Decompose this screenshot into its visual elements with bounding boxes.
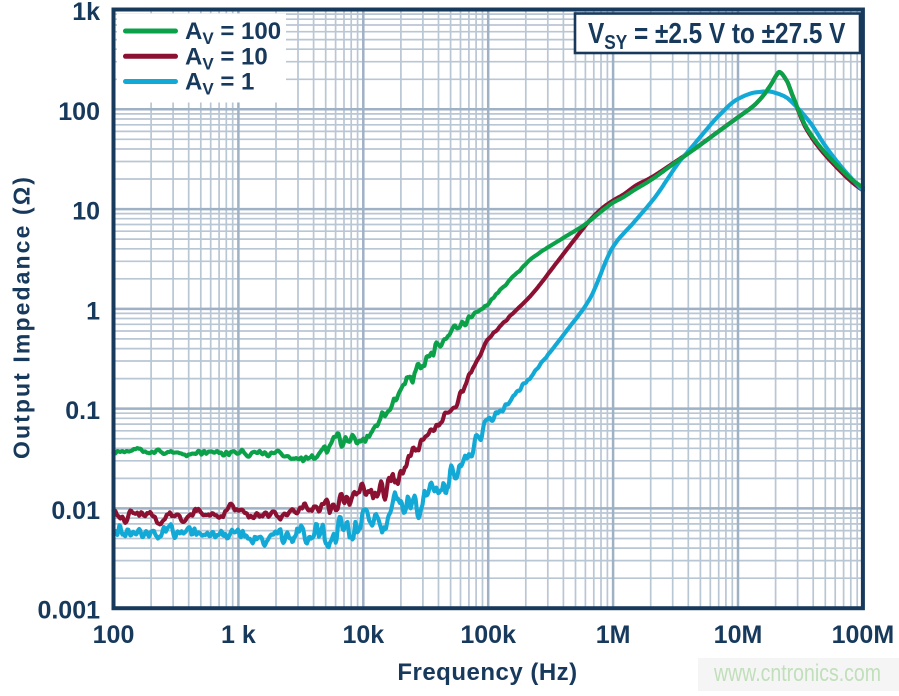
svg-text:1: 1 bbox=[86, 297, 100, 325]
svg-text:10k: 10k bbox=[342, 621, 384, 649]
svg-text:100M: 100M bbox=[832, 621, 895, 649]
svg-text:10: 10 bbox=[72, 198, 100, 226]
svg-text:10M: 10M bbox=[714, 621, 763, 649]
svg-text:0.001: 0.001 bbox=[37, 597, 100, 625]
svg-text:Frequency (Hz): Frequency (Hz) bbox=[397, 659, 577, 686]
svg-text:100: 100 bbox=[93, 621, 135, 649]
svg-text:1k: 1k bbox=[72, 0, 100, 26]
svg-text:1M: 1M bbox=[596, 621, 631, 649]
svg-text:0.1: 0.1 bbox=[65, 397, 100, 425]
svg-text:100k: 100k bbox=[460, 621, 516, 649]
svg-text:Output Impedance (Ω): Output Impedance (Ω) bbox=[9, 175, 35, 459]
svg-text:AV = 1: AV = 1 bbox=[185, 69, 254, 99]
svg-text:100: 100 bbox=[58, 98, 100, 126]
svg-text:0.01: 0.01 bbox=[51, 497, 100, 525]
svg-text:www.cntronics.com: www.cntronics.com bbox=[713, 660, 881, 687]
svg-text:AV = 10: AV = 10 bbox=[185, 43, 268, 73]
svg-text:1 k: 1 k bbox=[221, 621, 256, 649]
svg-text:VSY = ±2.5 V to ±27.5 V: VSY = ±2.5 V to ±27.5 V bbox=[588, 17, 846, 54]
svg-text:AV = 100: AV = 100 bbox=[185, 18, 281, 48]
